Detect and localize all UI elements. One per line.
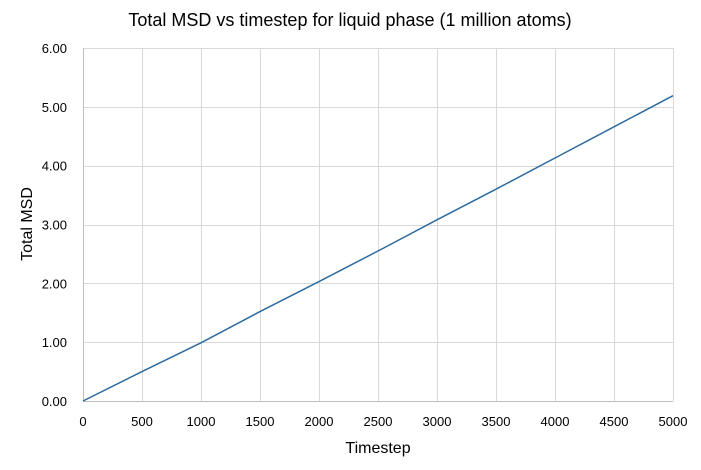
y-tick-label: 5.00 [42, 100, 67, 115]
series-layer [82, 95, 674, 402]
x-tick-label: 1500 [246, 414, 275, 429]
y-axis-tick-labels: 0.00 1.00 2.00 3.00 4.00 5.00 6.00 [42, 41, 67, 409]
x-tick-label: 5000 [659, 414, 688, 429]
y-tick-label: 4.00 [42, 159, 67, 174]
x-tick-label: 2500 [364, 414, 393, 429]
chart-title: Total MSD vs timestep for liquid phase (… [128, 10, 571, 30]
y-tick-label: 6.00 [42, 41, 67, 56]
x-tick-label: 4500 [600, 414, 629, 429]
y-axis-title: Total MSD [19, 187, 36, 261]
y-tick-label: 0.00 [42, 394, 67, 409]
x-axis-tick-labels: 0 500 1000 1500 2000 2500 3000 3500 4000 4500 5000 [79, 414, 687, 429]
axes [83, 48, 673, 402]
x-tick-label: 4000 [541, 414, 570, 429]
x-tick-label: 0 [79, 414, 86, 429]
series-line [82, 95, 674, 402]
x-tick-label: 2000 [305, 414, 334, 429]
y-tick-label: 1.00 [42, 335, 67, 350]
x-tick-label: 500 [131, 414, 153, 429]
x-tick-label: 3500 [482, 414, 511, 429]
x-tick-label: 1000 [187, 414, 216, 429]
y-tick-label: 3.00 [42, 218, 67, 233]
x-tick-label: 3000 [423, 414, 452, 429]
y-tick-label: 2.00 [42, 276, 67, 291]
x-axis-title: Timestep [345, 440, 410, 457]
